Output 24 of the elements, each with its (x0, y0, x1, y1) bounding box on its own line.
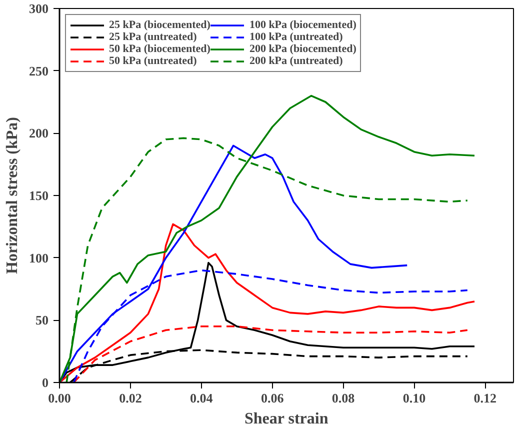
x-axis-title: Shear strain (244, 410, 328, 428)
x-tick-label: 0.10 (402, 390, 426, 406)
y-tick-label: 100 (29, 250, 48, 266)
x-tick-label: 0.08 (332, 390, 356, 406)
legend-label: 25 kPa (untreated) (109, 31, 197, 43)
y-tick-label: 300 (29, 1, 48, 16)
y-tick-label: 50 (36, 312, 48, 328)
y-tick-label: 0 (42, 375, 48, 390)
legend-label: 200 kPa (biocemented) (249, 43, 356, 55)
x-tick-label: 0.04 (190, 390, 214, 406)
legend-label: 25 kPa (biocemented) (109, 19, 210, 31)
legend-label: 50 kPa (untreated) (109, 55, 197, 67)
legend-label: 100 kPa (biocemented) (249, 19, 356, 31)
x-tick-label: 0.06 (260, 390, 284, 406)
y-tick-label: 250 (29, 63, 48, 78)
y-tick-label: 200 (29, 126, 48, 141)
y-axis-title: Horizontal stress (kPa) (4, 116, 21, 274)
legend-label: 50 kPa (biocemented) (109, 43, 210, 55)
y-tick-label: 150 (29, 188, 48, 203)
legend-label: 100 kPa (untreated) (249, 31, 343, 43)
legend-label: 200 kPa (untreated) (249, 55, 343, 67)
x-tick-label: 0.12 (474, 390, 496, 406)
x-tick-label: 0.02 (119, 390, 142, 406)
x-tick-label: 0.00 (48, 390, 71, 406)
